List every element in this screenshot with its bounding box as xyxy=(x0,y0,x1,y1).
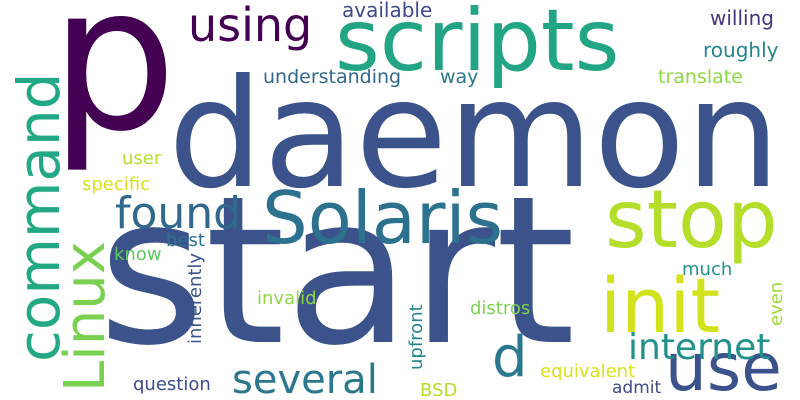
word-even: even xyxy=(768,282,786,326)
word-internet: internet xyxy=(628,330,770,366)
word-stop: stop xyxy=(605,180,778,260)
word-user: user xyxy=(122,150,161,168)
word-available: available xyxy=(342,0,432,20)
word-willing: willing xyxy=(710,8,774,28)
word-linux: Linux xyxy=(58,241,114,392)
word-roughly: roughly xyxy=(703,40,778,60)
word-inherently: inherently xyxy=(187,253,205,344)
word-understanding: understanding xyxy=(263,68,401,87)
word-solaris: Solaris xyxy=(262,182,503,254)
word-invalid: invalid xyxy=(257,290,317,308)
word-using: using xyxy=(188,2,312,48)
word-much: much xyxy=(682,261,732,279)
word-bsd: BSD xyxy=(420,382,457,400)
word-several: several xyxy=(232,360,378,400)
word-translate: translate xyxy=(658,68,743,87)
word-way: way xyxy=(440,68,478,87)
word-specific: specific xyxy=(82,176,150,194)
word-upfront: upfront xyxy=(408,304,426,370)
word-distros: distros xyxy=(470,300,530,318)
word-admit: admit xyxy=(612,380,661,397)
word-d: d xyxy=(492,330,528,386)
word-know: know xyxy=(114,246,162,264)
word-best: best xyxy=(166,232,205,250)
word-question: question xyxy=(133,376,211,394)
